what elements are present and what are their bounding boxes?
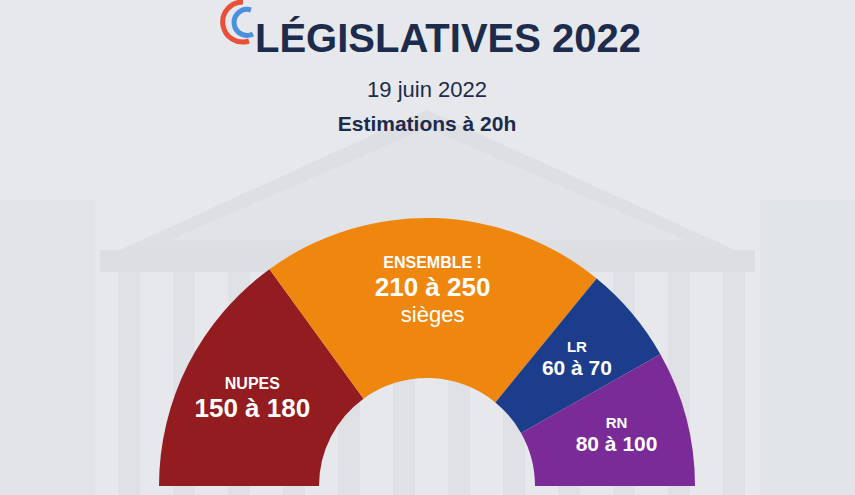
veil xyxy=(0,0,855,495)
background xyxy=(0,0,855,495)
labels: NUPES150 à 180 ENSEMBLE !210 à 250sièges L… xyxy=(195,254,658,455)
seat-range-label: 210 à 250 xyxy=(375,272,491,302)
logo-arc-blue xyxy=(234,9,253,35)
seat-range-label: 80 à 100 xyxy=(576,432,658,455)
party-label: NUPES xyxy=(225,375,280,392)
subtitle: 19 juin 2022 xyxy=(367,77,487,102)
annotation: Estimations à 20h xyxy=(338,112,517,135)
unit-label: sièges xyxy=(401,302,465,327)
party-label: LR xyxy=(567,338,587,355)
chart-root: LÉGISLATIVES 2022 19 juin 2022 Estimations… xyxy=(0,0,855,495)
segments xyxy=(159,218,695,486)
party-label: ENSEMBLE ! xyxy=(383,254,482,271)
seat-segment xyxy=(521,354,695,486)
seat-range-label: 150 à 180 xyxy=(195,393,311,423)
seat-range-label: 60 à 70 xyxy=(542,356,612,379)
title: LÉGISLATIVES 2022 xyxy=(255,16,641,60)
party-label: RN xyxy=(606,414,628,431)
